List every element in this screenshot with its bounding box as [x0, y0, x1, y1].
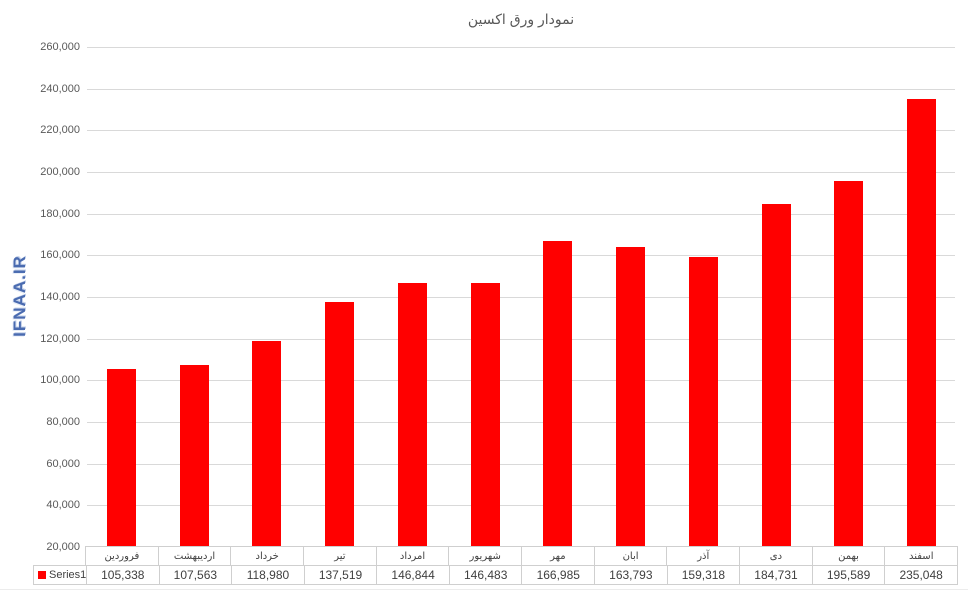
category-cell: ابان	[593, 547, 667, 565]
bar-6	[470, 283, 500, 547]
category-cell: بهمن	[811, 547, 885, 565]
bar-5	[397, 282, 427, 547]
bar-3	[252, 340, 282, 547]
value-cell: 184,731	[739, 566, 812, 584]
bar-10	[761, 203, 791, 547]
y-tick-label: 180,000	[40, 207, 80, 220]
plot-area	[87, 47, 955, 547]
value-cell: 146,844	[376, 566, 449, 584]
y-tick-label: 100,000	[40, 374, 80, 387]
bar-2	[179, 364, 209, 547]
series-marker-icon	[38, 571, 46, 579]
category-cell: شهریور	[448, 547, 521, 565]
y-tick-label: 40,000	[46, 499, 80, 512]
y-tick-label: 20,000	[46, 541, 80, 553]
y-tick-label: 60,000	[46, 457, 80, 470]
value-cell: 166,985	[521, 566, 594, 584]
value-cell: 137,519	[303, 566, 377, 584]
category-cell: مهر	[521, 547, 594, 565]
gridline-260000	[87, 47, 955, 48]
value-cell: 159,318	[666, 566, 740, 584]
gridline-60000	[87, 463, 955, 465]
y-tick-label: 220,000	[40, 124, 80, 137]
y-tick-label: 260,000	[40, 41, 80, 53]
category-cell: تیر	[303, 547, 376, 565]
bar-9	[688, 256, 718, 547]
category-cell: امرداد	[375, 547, 449, 565]
legend-label: Series1	[49, 569, 86, 581]
value-cell: 107,563	[158, 566, 232, 584]
bar-7	[543, 240, 573, 547]
y-tick-label: 140,000	[40, 291, 80, 303]
category-cell: دی	[739, 547, 812, 565]
category-cell: اسفند	[884, 547, 957, 565]
data-table-value-row: Series1 105,338 107,563 118,980 137,519 146,…	[33, 565, 958, 585]
gridline-80000	[87, 422, 955, 423]
gridline-220000	[87, 130, 955, 132]
value-cell: 195,589	[811, 566, 885, 584]
bar-1	[106, 369, 136, 547]
y-tick-label: 120,000	[40, 332, 80, 345]
gridline-140000	[87, 297, 955, 298]
chart-title: نمودار ورق اکسین	[467, 11, 575, 27]
value-cell: 235,048	[884, 566, 957, 584]
legend-cell: Series1	[34, 566, 86, 584]
gridline-120000	[87, 338, 955, 340]
category-cell: آذر	[666, 547, 739, 565]
value-cell: 163,793	[594, 566, 667, 584]
x-axis-category-row: فروردین اردیبهشت خرداد تیر امرداد شهریور مهر اب…	[85, 546, 958, 565]
category-cell: خرداد	[230, 547, 303, 565]
bar-11	[834, 181, 864, 547]
chart-bottom-border	[0, 589, 968, 590]
y-tick-label: 240,000	[40, 82, 80, 95]
y-tick-label: 80,000	[46, 416, 80, 428]
gridline-240000	[87, 88, 955, 90]
value-cell: 146,483	[448, 566, 522, 584]
gridline-200000	[87, 172, 955, 173]
gridline-40000	[87, 505, 955, 507]
bar-8	[616, 247, 646, 547]
bar-12	[907, 98, 937, 547]
gridline-180000	[87, 213, 955, 215]
category-cell: فروردین	[104, 550, 140, 562]
y-tick-label: 160,000	[40, 249, 80, 262]
gridline-160000	[87, 255, 955, 257]
category-cell: اردیبهشت	[157, 547, 231, 565]
gridline-100000	[87, 380, 955, 382]
y-tick-label: 200,000	[40, 166, 80, 178]
value-cell: 118,980	[231, 566, 304, 584]
value-cell: 105,338	[86, 566, 159, 584]
bar-4	[325, 302, 355, 547]
